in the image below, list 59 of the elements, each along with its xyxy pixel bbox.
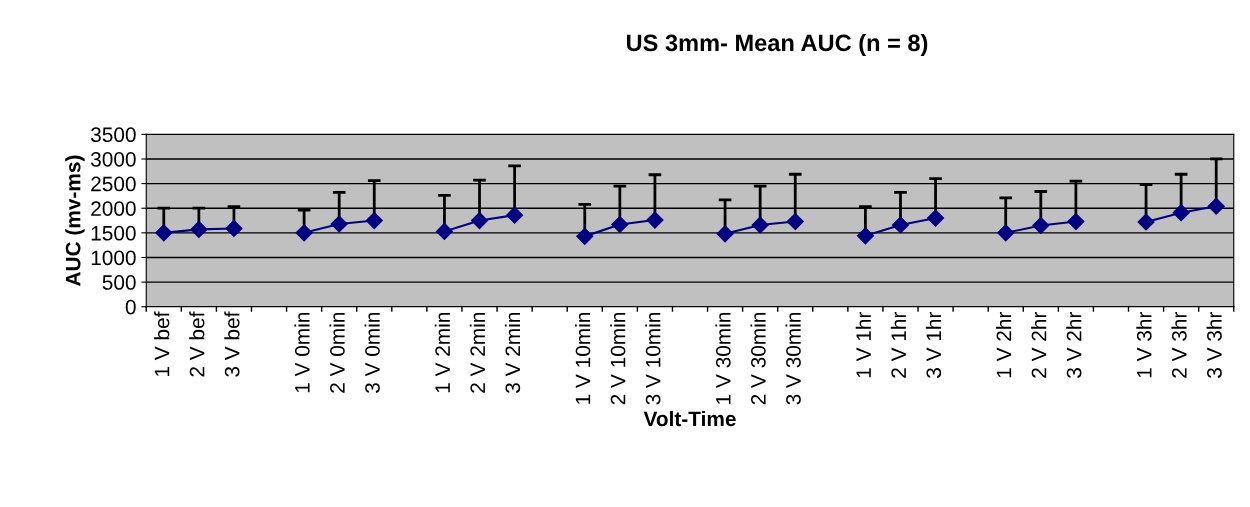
point (365, 211, 383, 230)
point (716, 225, 734, 243)
x-tick-label: 1 V 0min (294, 312, 310, 393)
y-tick-label: 3500 (90, 127, 136, 143)
x-tick-label: 3 V 1hr (925, 311, 942, 378)
y-tick-label: 3000 (90, 151, 136, 167)
x-tick-label: 2 V 10min (610, 312, 626, 405)
x-tick-label: 2 V 2min (469, 312, 485, 393)
x-tick-label: 2 V 3hr (1171, 311, 1187, 378)
point (1137, 213, 1155, 231)
x-axis-title: Volt-Time (643, 410, 736, 427)
x-tick-label: 1 V 2hr (996, 311, 1012, 378)
point (927, 209, 945, 227)
point (1172, 204, 1190, 222)
point (155, 224, 173, 242)
point (786, 212, 804, 231)
point (997, 224, 1015, 242)
x-tick-label: 1 V 1hr (855, 311, 871, 378)
x-tick-label: 3 V 0min (364, 312, 380, 394)
point (295, 224, 313, 242)
point (856, 227, 874, 245)
x-tick-label: 3 V 2hr (1066, 311, 1082, 378)
chart-title: US 3mm- Mean AUC (n = 8) (627, 33, 928, 56)
point (891, 216, 910, 234)
point (190, 220, 208, 238)
y-tick-label: 0 (125, 299, 136, 315)
y-tick-label: 2500 (91, 176, 136, 192)
x-tick-label: 2 V 0min (329, 312, 345, 393)
point (435, 222, 453, 240)
x-tick-label: 1 V 10min (575, 312, 591, 404)
y-tick-label: 1000 (91, 250, 136, 266)
x-tick-label: 3 V 3hr (1206, 311, 1222, 378)
x-tick-label: 1 V 2min (434, 312, 450, 393)
point (330, 215, 348, 233)
x-tick-label: 3 V 2min (504, 312, 521, 394)
x-tick-label: 2 V 30min (750, 312, 766, 405)
y-tick-label: 1500 (91, 225, 136, 241)
x-tick-label: 1 V 30min (715, 312, 731, 404)
point (751, 216, 769, 234)
point (506, 206, 524, 224)
point (225, 219, 243, 237)
x-tick-label: 3 V 30min (785, 312, 801, 405)
point (1207, 197, 1225, 215)
x-tick-label: 2 V 2hr (1031, 311, 1047, 378)
x-tick-label: 3 V bef (224, 311, 240, 377)
x-tick-label: 3 V 10min (645, 312, 661, 405)
y-tick-label: 2000 (91, 201, 136, 216)
x-tick-label: 1 V bef (154, 311, 170, 377)
point (611, 215, 629, 234)
x-tick-label: 2 V bef (189, 311, 205, 377)
point (646, 211, 664, 229)
point (1032, 216, 1050, 235)
point (1067, 212, 1085, 231)
point (470, 211, 489, 230)
y-tick-label: 500 (102, 275, 136, 290)
x-tick-label: 2 V 1hr (890, 311, 906, 378)
y-axis-title: AUC (mv-ms) (65, 155, 85, 287)
point (576, 227, 594, 245)
x-tick-label: 1 V 3hr (1136, 311, 1152, 378)
